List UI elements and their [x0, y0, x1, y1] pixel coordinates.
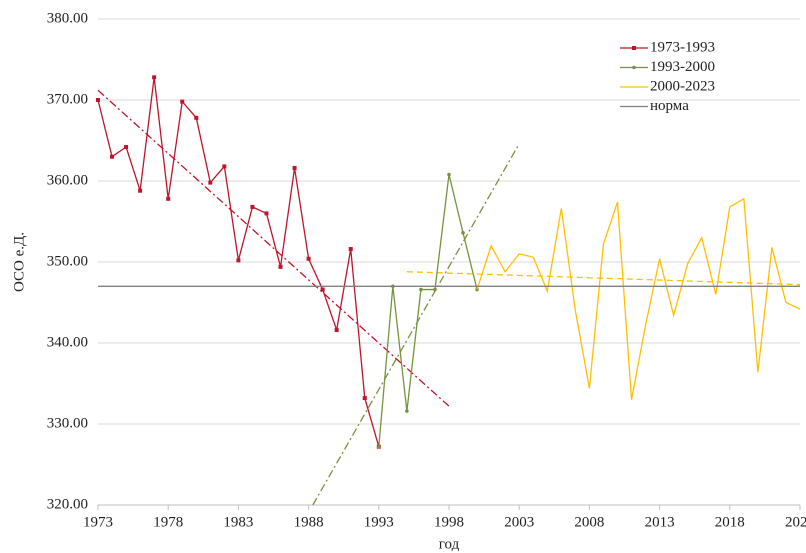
point	[208, 180, 213, 185]
point	[194, 115, 199, 120]
y-tick-label: 340.00	[47, 334, 88, 350]
point	[377, 444, 381, 449]
series-line	[378, 174, 478, 447]
point	[166, 196, 171, 201]
point	[292, 166, 297, 171]
point	[96, 98, 100, 102]
x-axis-label: год	[439, 536, 460, 552]
y-tick-label: 320.00	[47, 496, 88, 512]
point	[264, 211, 269, 216]
x-tick-label: 1993	[364, 514, 394, 530]
point	[278, 264, 283, 269]
point	[236, 258, 241, 263]
x-tick-label: 1983	[223, 514, 253, 530]
y-tick-label: 330.00	[47, 415, 88, 431]
x-tick-label: 1978	[153, 514, 183, 530]
legend-label: 1993-2000	[650, 59, 715, 75]
x-tick-label: 2023	[785, 514, 806, 530]
series-line	[476, 197, 801, 400]
trend-line	[406, 271, 801, 286]
point	[124, 144, 129, 149]
point	[447, 172, 451, 177]
x-tick-label: 1973	[83, 514, 113, 530]
point	[405, 409, 409, 413]
legend-label: 2000-2023	[650, 78, 715, 94]
trend-line	[312, 143, 520, 506]
y-tick-label: 370.00	[47, 91, 88, 107]
point	[250, 204, 255, 209]
point	[320, 287, 325, 292]
point	[138, 188, 143, 193]
point	[222, 164, 227, 169]
trend-line	[97, 89, 450, 407]
x-tick-label: 1988	[294, 514, 324, 530]
point	[419, 287, 423, 292]
point	[362, 396, 367, 401]
point	[433, 287, 437, 292]
y-tick-label: 380.00	[47, 10, 88, 26]
point	[461, 231, 465, 235]
x-tick-label: 2003	[504, 514, 534, 530]
y-tick-label: 350.00	[47, 253, 88, 269]
legend-label: норма	[650, 98, 689, 114]
point	[110, 154, 115, 159]
x-tick-label: 2013	[645, 514, 675, 530]
legend-marker	[632, 65, 636, 70]
point	[306, 256, 311, 261]
x-tick-label: 2018	[715, 514, 745, 530]
point	[152, 75, 157, 80]
legend-label: 1973-1993	[650, 39, 715, 55]
y-tick-label: 360.00	[47, 172, 88, 188]
x-tick-label: 1998	[434, 514, 464, 530]
point	[180, 99, 185, 104]
x-tick-label: 2008	[574, 514, 604, 530]
point	[334, 328, 339, 333]
legend-marker	[632, 46, 636, 50]
y-axis-label: ОСО е.Д.	[11, 232, 27, 292]
point	[348, 247, 353, 252]
